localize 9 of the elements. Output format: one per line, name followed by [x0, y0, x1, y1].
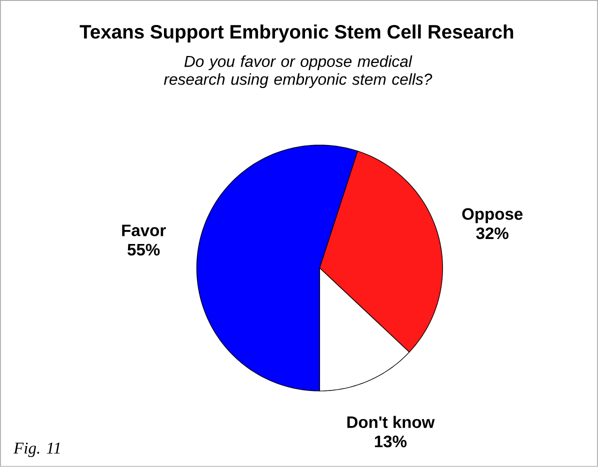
- chart-subtitle: Do you favor or oppose medical research using embryonic stem cells?: [164, 55, 432, 88]
- slice-label: Don't know: [347, 416, 435, 428]
- chart-title: Texans Support Embryonic Stem Cell Research: [80, 24, 514, 43]
- slice-label: Oppose: [462, 208, 523, 224]
- data-label: 55%: [128, 244, 160, 256]
- data-label: 32%: [476, 228, 508, 240]
- caption: Fig. 11: [13, 442, 60, 458]
- slice-label: Favor: [122, 224, 166, 236]
- data-label: 13%: [374, 436, 407, 448]
